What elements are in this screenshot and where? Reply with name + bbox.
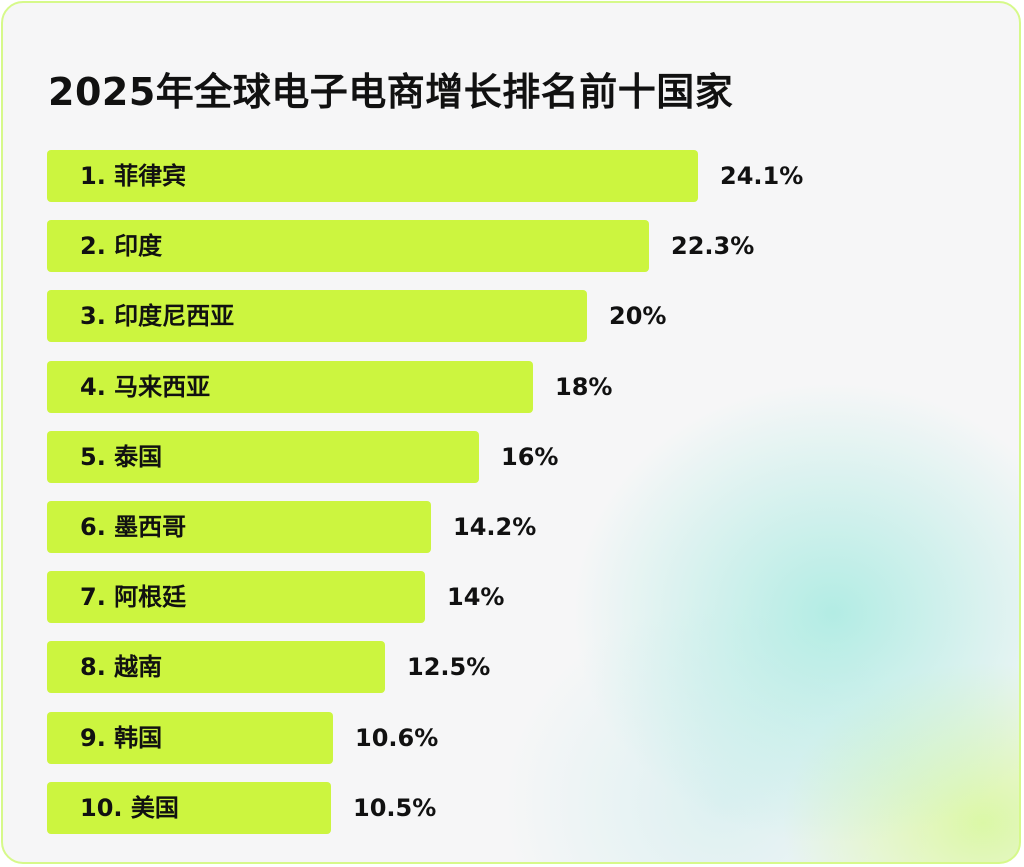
bar-value-7: 14% <box>447 583 505 611</box>
bar-value-2: 22.3% <box>671 232 755 260</box>
bar-value-4: 18% <box>555 373 613 401</box>
bar-value-6: 14.2% <box>453 513 537 541</box>
bar-label-10: 10. 美国 <box>80 794 179 822</box>
bar-label-3: 3. 印度尼西亚 <box>80 302 235 330</box>
bar-9: 9. 韩国 <box>47 712 333 764</box>
bar-label-1: 1. 菲律宾 <box>80 162 187 190</box>
bar-5: 5. 泰国 <box>47 431 479 483</box>
bar-label-5: 5. 泰国 <box>80 443 163 471</box>
bar-7: 7. 阿根廷 <box>47 571 425 623</box>
bar-chart-area: 1. 菲律宾 24.1% 2. 印度 22.3% 3. 印度尼西亚 20% 4. 马来西亚 1… <box>3 3 1019 862</box>
bar-8: 8. 越南 <box>47 641 385 693</box>
bar-3: 3. 印度尼西亚 <box>47 290 587 342</box>
bar-value-3: 20% <box>609 302 667 330</box>
bar-label-8: 8. 越南 <box>80 653 163 681</box>
bar-label-4: 4. 马来西亚 <box>80 373 211 401</box>
bar-6: 6. 墨西哥 <box>47 501 431 553</box>
bar-1: 1. 菲律宾 <box>47 150 698 202</box>
bar-label-2: 2. 印度 <box>80 232 163 260</box>
chart-title: 2025年全球电子电商增长排名前十国家 <box>48 70 734 114</box>
bar-label-6: 6. 墨西哥 <box>80 513 187 541</box>
bar-value-8: 12.5% <box>407 653 491 681</box>
bar-value-10: 10.5% <box>353 794 437 822</box>
bar-value-5: 16% <box>501 443 559 471</box>
bar-value-1: 24.1% <box>720 162 804 190</box>
bar-label-9: 9. 韩国 <box>80 724 163 752</box>
bar-value-9: 10.6% <box>355 724 439 752</box>
bar-4: 4. 马来西亚 <box>47 361 533 413</box>
bar-2: 2. 印度 <box>47 220 649 272</box>
bar-label-7: 7. 阿根廷 <box>80 583 187 611</box>
bar-10: 10. 美国 <box>47 782 331 834</box>
